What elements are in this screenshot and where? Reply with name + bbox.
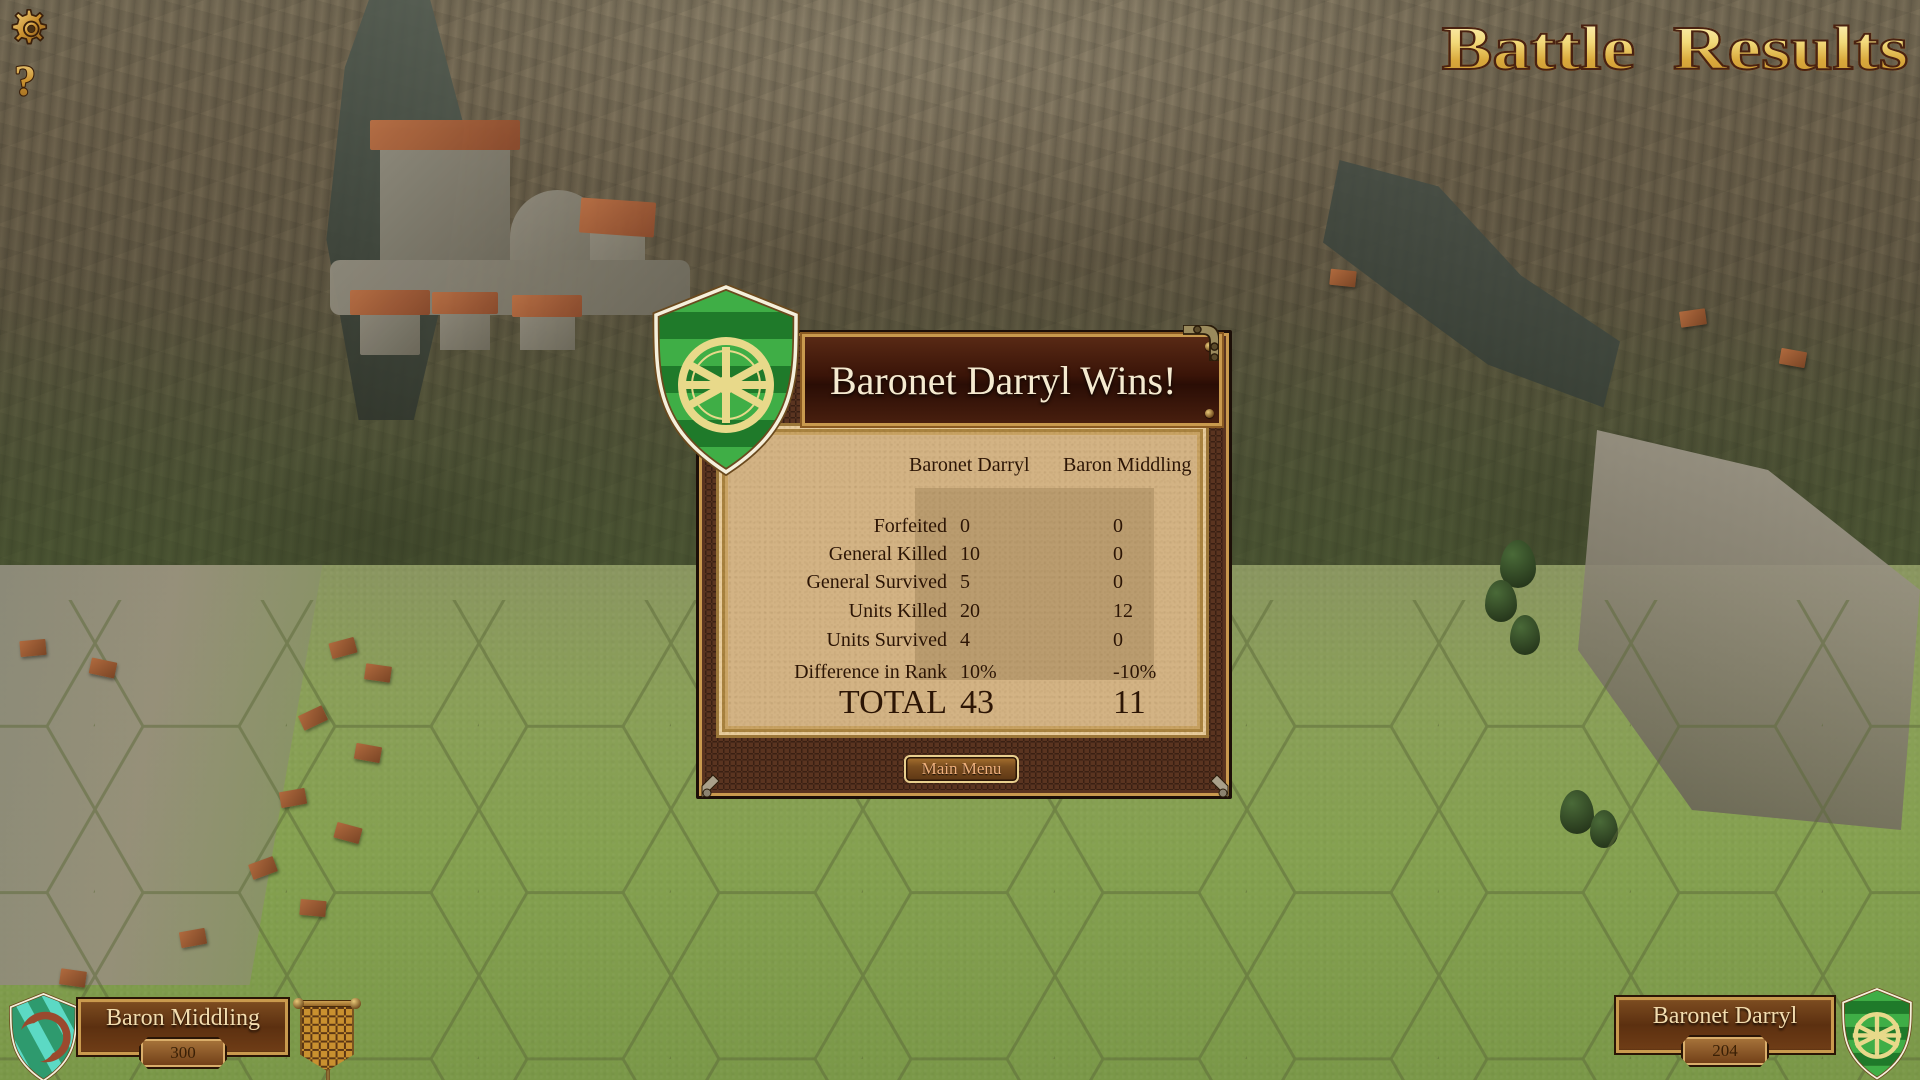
svg-text:?: ? xyxy=(14,60,36,105)
